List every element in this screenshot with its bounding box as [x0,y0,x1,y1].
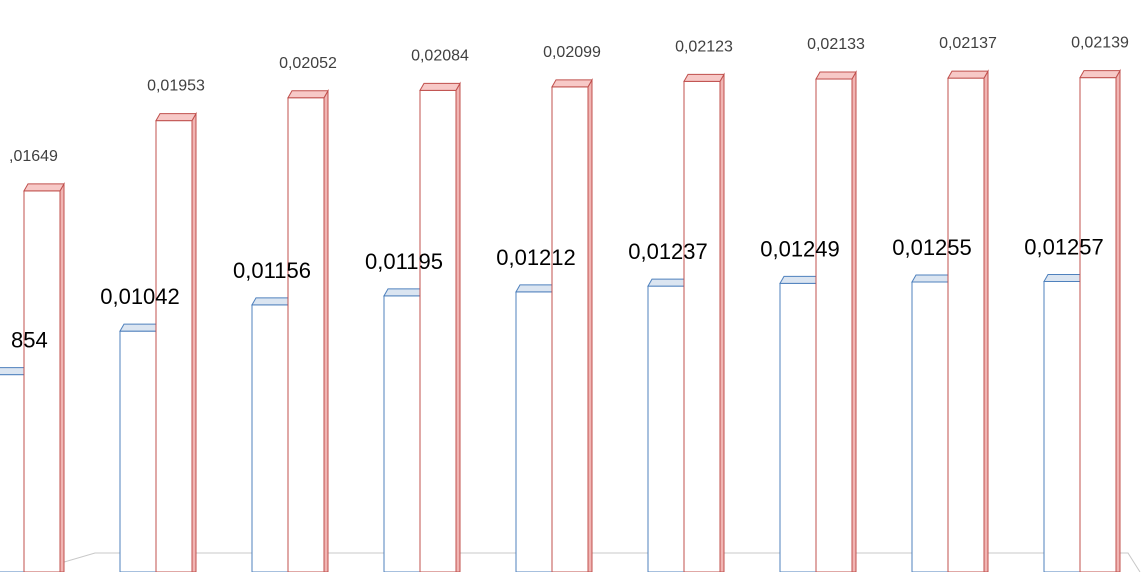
data-label-red-7: 0,02133 [807,36,865,53]
bar-blue-8-top [911,274,953,283]
bar-red-4-front [419,89,457,572]
bar-red-3-top [287,90,329,99]
bar-red-1 [23,182,65,572]
bar-blue-7-front [779,282,817,572]
bar-red-8-top [947,70,989,79]
bar-red-9-front [1079,77,1117,572]
data-label-blue-8: 0,01255 [892,235,972,260]
data-label-red-3: 0,02052 [279,55,337,72]
bar-blue-8-front [911,281,949,572]
bar-blue-4-front [383,295,421,572]
bar-red-7-top [815,71,857,80]
bars-group [0,68,1121,572]
data-label-red-5: 0,02099 [543,44,601,61]
data-label-blue-9: 0,01257 [1024,234,1104,259]
bar-red-4 [419,81,461,572]
bar-blue-4-top [383,288,425,297]
data-labels-group: 854 ,01649 0,01042 0,01953 0,01156 0,02052 0,0… [9,35,1129,353]
bar-red-1-side [59,182,65,572]
bar-red-5-side [587,78,593,572]
bar-red-9-top [1079,70,1121,79]
bar-blue-9-top [1043,273,1085,282]
bar-red-5-front [551,86,589,572]
bar-red-4-top [419,82,461,91]
bar-red-7-front [815,78,853,572]
bar-blue-2-front [119,330,157,572]
bar-red-3-front [287,97,325,572]
bar-red-6 [683,72,725,572]
data-label-blue-5: 0,01212 [496,245,576,270]
bar-red-6-top [683,73,725,82]
bar-blue-4 [383,286,425,572]
bar-blue-1-front [0,374,25,572]
bar-blue-3 [251,295,293,572]
bar-blue-7 [779,274,821,572]
bar-blue-5 [515,283,557,572]
data-label-red-2: 0,01953 [147,78,205,95]
data-label-blue-6: 0,01237 [628,239,708,264]
data-label-red-1: ,01649 [9,148,58,165]
bar-red-4-side [455,81,461,572]
bar-red-2 [155,111,197,572]
data-label-red-9: 0,02139 [1071,35,1129,52]
bar-red-2-front [155,120,193,572]
bar-blue-3-top [251,297,293,306]
bar-red-9 [1079,68,1121,572]
bar-red-2-side [191,111,197,572]
data-label-red-8: 0,02137 [939,35,997,52]
bar-red-2-top [155,113,197,122]
bar-blue-5-top [515,284,557,293]
bar-red-6-front [683,80,721,572]
bar-blue-7-top [779,275,821,284]
bar-blue-9 [1043,272,1085,572]
bar-blue-2-top [119,323,161,332]
bar-red-9-side [1115,68,1121,572]
bar-red-6-side [719,72,725,572]
bar-red-3 [287,88,329,572]
data-label-blue-7: 0,01249 [760,236,840,261]
bar-red-7-side [851,70,857,572]
bar-red-8 [947,69,989,572]
bar-red-8-front [947,77,985,572]
bar-blue-8 [911,273,953,572]
bar-blue-3-front [251,304,289,572]
bar-red-7 [815,70,857,572]
bar-red-3-side [323,88,329,572]
data-label-red-6: 0,02123 [675,38,733,55]
bar-blue-9-front [1043,280,1081,572]
bar-blue-5-front [515,291,553,572]
bar-red-8-side [983,69,989,572]
bar-red-1-front [23,190,61,572]
data-label-blue-1: 854 [11,328,48,353]
bar-red-1-top [23,183,65,192]
bar-red-5 [551,78,593,572]
data-label-blue-4: 0,01195 [365,249,443,274]
bar-blue-2 [119,322,161,572]
bar-red-5-top [551,79,593,88]
bar-blue-6 [647,277,689,572]
bar-blue-6-top [647,278,689,287]
data-label-red-4: 0,02084 [411,47,469,64]
bar-blue-6-front [647,285,685,572]
data-label-blue-3: 0,01156 [233,258,311,283]
data-label-blue-2: 0,01042 [100,284,180,309]
